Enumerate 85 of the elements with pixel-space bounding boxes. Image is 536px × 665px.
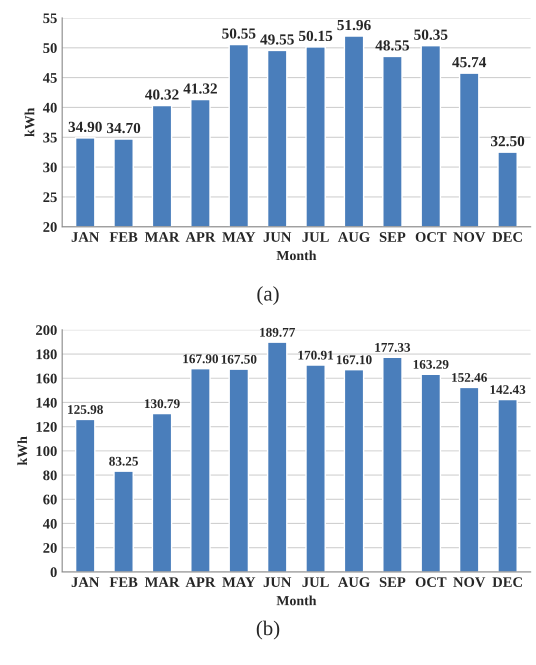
y-tick-label: 20: [43, 222, 57, 232]
y-tick-label: 120: [36, 422, 57, 432]
x-tick-label: NOV: [453, 232, 486, 242]
y-axis-title: kWh: [24, 108, 34, 137]
y-tick-label: 100: [36, 446, 57, 456]
x-tick-label: AUG: [338, 577, 370, 588]
x-tick-label: MAR: [144, 232, 180, 242]
x-tick-label: SEP: [380, 577, 406, 588]
bar: [344, 368, 364, 572]
bar: [152, 412, 172, 572]
x-tick-label: SEP: [380, 232, 406, 242]
x-tick-label: FEB: [110, 577, 138, 587]
x-tick-label: MAR: [144, 577, 180, 587]
data-label: 50.15: [299, 30, 332, 42]
data-label: 177.33: [375, 342, 410, 352]
bar: [113, 470, 134, 572]
data-label: 167.50: [222, 354, 256, 364]
x-tick-label: JUN: [264, 577, 292, 588]
x-tick-label: JUL: [302, 577, 329, 588]
data-label: 167.10: [336, 355, 372, 364]
text: (b): [256, 620, 280, 640]
data-label: 167.90: [183, 354, 218, 364]
data-label: 130.79: [144, 399, 180, 408]
data-label: 170.91: [298, 350, 334, 360]
bar: [497, 398, 518, 572]
bar: [420, 374, 442, 572]
bar: [228, 368, 250, 572]
bar: [458, 386, 480, 572]
data-label: 50.55: [222, 28, 256, 39]
data-label: 50.35: [414, 30, 448, 40]
y-tick-label: 200: [36, 325, 57, 336]
x-tick-label: APR: [186, 232, 216, 242]
y-tick-label: 0: [50, 567, 57, 578]
data-label: 189.77: [260, 328, 296, 337]
data-label: 125.98: [68, 405, 103, 414]
x-tick-label: DEC: [492, 232, 522, 242]
y-tick-label: 180: [36, 349, 57, 360]
data-label: 83.25: [109, 456, 138, 466]
x-tick-label: MAY: [222, 232, 256, 242]
y-tick-label: 30: [43, 162, 57, 172]
y-tick-label: 80: [43, 470, 57, 480]
x-tick-label: OCT: [416, 232, 446, 242]
x-tick-label: JAN: [72, 232, 100, 242]
data-label: 152.46: [452, 373, 487, 382]
x-axis-title: Month: [276, 596, 316, 606]
data-label: 142.43: [490, 385, 526, 394]
y-tick-label: 160: [36, 374, 57, 384]
x-tick-label: NOV: [453, 577, 486, 588]
text: (a): [257, 286, 279, 306]
bar: [74, 418, 96, 572]
y-tick-label: 35: [43, 132, 57, 142]
bar: [190, 368, 211, 572]
y-tick-label: 20: [43, 543, 57, 553]
x-tick-label: JAN: [72, 577, 100, 588]
data-label: 51.96: [337, 20, 371, 30]
x-tick-label: FEB: [110, 232, 138, 242]
y-axis-title: kWh: [17, 436, 28, 466]
y-tick-label: 140: [36, 398, 57, 408]
x-tick-label: JUL: [302, 232, 329, 242]
data-label: 45.74: [452, 57, 486, 68]
y-tick-label: 40: [42, 518, 57, 529]
data-label: 32.50: [490, 136, 524, 146]
x-tick-label: MAY: [222, 577, 256, 587]
data-label: 49.55: [260, 34, 294, 45]
y-tick-label: 45: [42, 73, 57, 83]
x-tick-label: AUG: [338, 232, 370, 242]
data-label: 34.90: [68, 122, 102, 132]
data-label: 163.29: [414, 360, 448, 369]
y-tick-label: 40: [42, 102, 57, 113]
x-tick-label: APR: [186, 577, 216, 587]
data-label: 34.70: [107, 122, 140, 134]
bar: [382, 356, 403, 572]
x-tick-label: DEC: [492, 577, 522, 588]
bar: [266, 342, 288, 572]
y-tick-label: 50: [43, 43, 57, 53]
data-label: 41.32: [183, 83, 217, 94]
y-tick-label: 25: [43, 192, 57, 202]
bar: [305, 364, 326, 572]
data-label: 48.55: [375, 40, 410, 51]
x-tick-label: JUN: [264, 232, 292, 242]
y-tick-label: 55: [43, 13, 57, 24]
x-tick-label: OCT: [416, 577, 446, 588]
data-label: 40.32: [145, 89, 179, 100]
y-tick-label: 60: [43, 494, 57, 504]
x-axis-title: Month: [276, 250, 316, 260]
